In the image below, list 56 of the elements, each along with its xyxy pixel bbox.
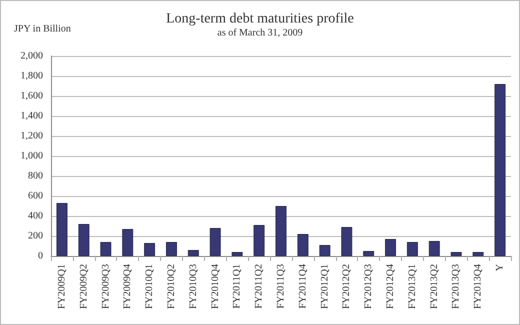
bar	[297, 234, 308, 256]
bar	[319, 245, 330, 256]
y-tick-label: 400	[28, 210, 43, 222]
bar	[144, 243, 156, 256]
x-tick-label: FY2013Q3	[450, 264, 462, 310]
bar	[363, 251, 374, 256]
x-tick-label: FY2011Q3	[276, 264, 286, 309]
y-tick-label: 200	[28, 230, 43, 242]
x-tick-label: FY2012Q4	[385, 264, 396, 310]
y-tick-label: 800	[28, 170, 43, 182]
chart-title: Long-term debt maturities profile	[166, 12, 354, 26]
bar	[341, 227, 352, 256]
y-tick-label: 0	[38, 250, 43, 262]
y-tick-label: 1,000	[20, 150, 43, 162]
y-tick-label: 1,200	[20, 130, 43, 142]
bar	[232, 252, 243, 256]
chart-subtitle: as of March 31, 2009	[217, 28, 303, 38]
bar	[78, 224, 90, 256]
bar	[406, 242, 418, 256]
x-tick-label: FY2012Q3	[363, 264, 374, 310]
bar	[450, 252, 462, 256]
x-tick-label: FY2011Q2	[254, 264, 265, 309]
y-tick-label: 1,400	[20, 110, 43, 122]
bar	[100, 242, 112, 256]
bar	[254, 225, 265, 256]
bar	[494, 84, 506, 256]
x-tick-label: FY2010Q1	[144, 264, 156, 310]
x-tick-label: FY2012Q1	[319, 264, 330, 310]
x-tick-label: FY2009Q2	[78, 264, 90, 310]
x-tick-label: FY2009Q4	[122, 264, 134, 310]
x-tick-label: FY2010Q3	[188, 264, 199, 310]
bar	[188, 250, 199, 256]
x-tick-label: FY2012Q2	[341, 264, 352, 310]
y-tick-label: 2,000	[20, 50, 43, 62]
bar	[122, 229, 134, 256]
x-tick-label: FY2010Q4	[210, 264, 221, 310]
bar	[210, 228, 221, 256]
y-tick-label: 600	[28, 190, 43, 202]
x-tick-label: FY2009Q1	[56, 264, 68, 310]
x-tick-label: FY2013Q4	[472, 264, 484, 310]
bar	[472, 252, 484, 256]
y-tick-label: 1,600	[20, 90, 43, 102]
x-tick-label: FY2011Q1	[232, 264, 243, 309]
x-tick-label: FY2010Q2	[166, 264, 177, 310]
bar	[166, 242, 177, 256]
bar	[276, 206, 286, 256]
bar	[385, 239, 396, 256]
bar	[56, 203, 68, 256]
x-tick-label: FY2013Q2	[428, 264, 440, 310]
x-tick-label: FY2013Q1	[406, 264, 418, 310]
y-axis-title: JPY in Billion	[14, 24, 71, 34]
bar	[428, 241, 440, 256]
y-tick-label: 1,800	[20, 70, 43, 82]
x-tick-label: FY2009Q3	[100, 264, 112, 310]
x-tick-label: FY2011Q4	[297, 264, 308, 309]
x-tick-label: Y	[494, 264, 506, 272]
